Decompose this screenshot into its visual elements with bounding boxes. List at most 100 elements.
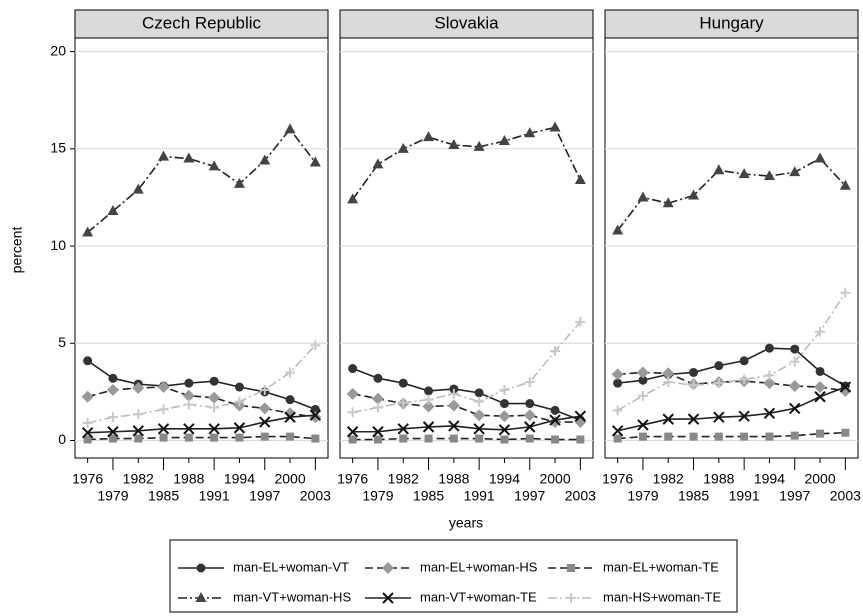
marker [422,400,435,413]
marker [714,361,724,371]
marker [611,425,624,437]
marker [498,135,510,146]
marker [499,384,510,395]
x-tick-label: 1988 [173,471,204,487]
marker [346,426,359,438]
marker [473,423,485,435]
marker [662,367,675,380]
plot-area [339,37,594,459]
series-line [87,128,316,234]
marker [738,168,750,179]
legend-label: man-HS+woman-TE [603,589,721,604]
marker [500,435,509,444]
marker [372,426,384,438]
marker [158,150,170,161]
marker [739,356,749,366]
legend-marker [196,563,206,573]
marker [840,287,851,298]
marker [235,433,244,442]
x-tick-label: 1979 [362,488,393,504]
x-tick-label: 1976 [602,471,633,487]
marker [687,413,700,425]
legend-label: man-VT+woman-TE [420,589,537,604]
marker [714,432,723,441]
x-tick-label: 2003 [300,488,331,504]
marker [311,434,320,443]
marker [259,384,270,395]
marker [637,191,649,202]
marker [107,205,119,216]
marker [81,427,94,439]
series-line [87,360,316,411]
marker [398,378,408,388]
marker [816,429,825,438]
marker [688,189,700,200]
marker [790,344,800,354]
marker [550,346,561,357]
x-tick-label: 1976 [337,471,368,487]
marker [499,399,509,409]
marker [132,382,145,394]
marker [209,376,219,386]
marker [525,434,534,443]
legend-marker [382,562,394,574]
marker [763,407,776,419]
series-line [352,393,581,423]
marker [764,370,775,381]
x-tick-label: 1991 [464,488,495,504]
marker [663,377,674,388]
legend-label: man-EL+woman-VT [233,559,349,574]
marker [208,423,220,435]
legend-box [169,539,738,613]
marker [448,420,460,432]
marker [525,399,535,409]
panel-header [339,9,594,39]
marker [83,435,92,444]
panel-title: Hungary [699,13,764,32]
marker [498,410,511,423]
marker [309,156,321,167]
marker [209,402,220,413]
series-line [87,344,316,424]
x-tick-label: 1994 [224,471,255,487]
marker [763,170,775,181]
marker [637,419,649,431]
marker [423,131,435,142]
series-line [352,321,581,414]
marker [636,366,649,379]
marker [814,381,827,394]
series-line [617,347,846,387]
marker [549,121,561,132]
marker [157,423,170,435]
marker [258,402,271,415]
marker [134,434,143,443]
x-tick-label: 1979 [97,488,128,504]
marker [108,434,117,443]
marker [613,378,623,388]
legend-marker [382,592,394,604]
marker [371,392,384,405]
x-tick-label: 1994 [754,471,785,487]
marker [475,434,484,443]
marker [549,414,561,426]
marker [132,425,144,437]
y-tick-label: 10 [50,237,66,253]
panel-title: Slovakia [434,13,499,32]
marker [133,409,144,420]
marker [82,226,94,237]
marker [447,399,460,412]
marker [574,410,587,422]
x-tick-label: 2000 [539,471,570,487]
x-tick-label: 1988 [703,471,734,487]
marker [638,432,647,441]
marker [347,407,358,418]
marker [284,123,296,134]
marker [259,416,271,428]
marker [448,138,460,149]
marker [309,409,322,421]
marker [208,391,221,404]
legend-marker [195,592,207,602]
marker [788,380,801,393]
marker [423,394,434,405]
